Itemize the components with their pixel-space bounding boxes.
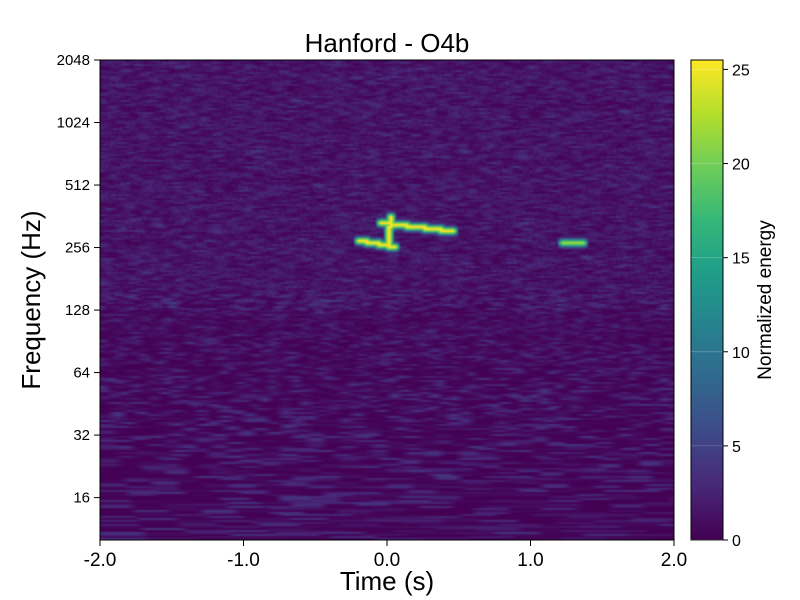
y-tick-label: 512 [65, 177, 90, 194]
colorbar-tick-label: 20 [732, 157, 750, 174]
colorbar-tick-label: 0 [732, 533, 741, 550]
colorbar-tick-label: 10 [732, 345, 750, 362]
colorbar: 0 5 10 15 20 25 [690, 59, 750, 550]
colorbar-tick-label: 25 [732, 62, 750, 79]
colorbar-frame [690, 59, 724, 541]
y-axis-label: Frequency (Hz) [16, 210, 46, 389]
y-tick-label: 2048 [57, 52, 90, 69]
colorbar-ticks: 0 5 10 15 20 25 [691, 62, 750, 550]
chart-title: Hanford - O4b [305, 28, 470, 58]
colorbar-tick-label: 15 [732, 251, 750, 268]
x-tick-label: 0.0 [374, 550, 400, 571]
x-tick-label: 1.0 [517, 550, 543, 571]
x-tick-label: -1.0 [227, 550, 260, 571]
colorbar-tick-label: 5 [732, 439, 741, 456]
y-tick-label: 256 [65, 240, 90, 257]
y-tick-label: 64 [73, 365, 90, 382]
y-tick-label: 16 [73, 490, 90, 507]
heatmap-image [100, 60, 674, 540]
x-tick-label: 2.0 [661, 550, 687, 571]
y-axis: 16 32 64 128 256 512 1024 2048 [57, 52, 100, 507]
y-tick-label: 32 [73, 427, 90, 444]
colorbar-label: Normalized energy [755, 220, 776, 380]
colorbar-gradient [691, 60, 723, 540]
x-axis-label: Time (s) [340, 566, 434, 596]
x-axis: -2.0 -1.0 0.0 1.0 2.0 [84, 540, 687, 571]
x-tick-label: -2.0 [84, 550, 117, 571]
y-tick-label: 1024 [57, 115, 90, 132]
y-tick-label: 128 [65, 302, 90, 319]
plot-area [99, 59, 675, 541]
